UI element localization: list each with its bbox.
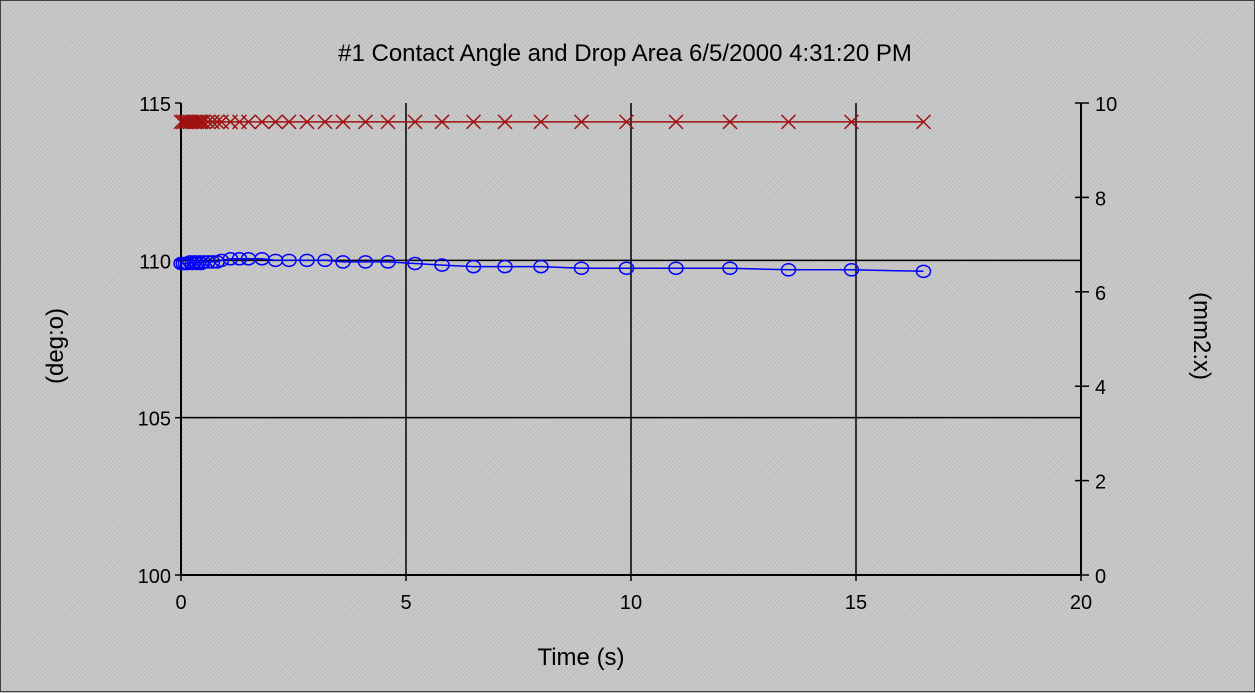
chart-title: #1 Contact Angle and Drop Area 6/5/2000 …	[338, 40, 912, 67]
data-point	[193, 256, 209, 271]
data-point	[267, 114, 284, 130]
data-point	[317, 253, 333, 268]
data-point	[465, 259, 482, 274]
series-2	[173, 114, 932, 130]
data-point	[407, 114, 423, 130]
x-tick-label: 0	[175, 592, 186, 614]
x-tick-label: 15	[845, 592, 867, 614]
data-point	[915, 264, 932, 279]
data-point	[189, 114, 205, 130]
data-point	[335, 255, 351, 269]
data-point	[189, 256, 205, 271]
y-tick-label: 100	[138, 566, 171, 588]
series-layer	[173, 114, 932, 279]
data-point	[213, 253, 230, 268]
data-point	[231, 252, 248, 266]
axes	[175, 102, 1089, 581]
data-point	[335, 114, 351, 130]
data-point	[843, 263, 860, 277]
data-point	[722, 114, 738, 130]
data-point	[668, 261, 684, 275]
data-point	[240, 114, 257, 130]
data-point	[533, 259, 549, 274]
data-point	[497, 114, 513, 130]
y2-tick-label: 8	[1095, 188, 1106, 210]
data-point	[618, 261, 635, 275]
y2-axis-label: (mm2:x)	[1188, 292, 1215, 380]
data-point	[618, 114, 635, 130]
x-axis-label: Time (s)	[537, 644, 624, 671]
y2-tick-label: 4	[1095, 377, 1106, 399]
data-point	[281, 253, 297, 268]
y-tick-label: 105	[138, 409, 171, 431]
data-point	[209, 114, 225, 130]
y-axis-label: (deg:o)	[42, 308, 69, 384]
data-point	[254, 114, 270, 130]
data-point	[204, 255, 221, 269]
y2-tick-label: 10	[1095, 94, 1117, 116]
data-point	[407, 256, 423, 271]
data-point	[281, 114, 297, 130]
x-tick-label: 10	[620, 592, 642, 614]
data-point	[380, 114, 396, 130]
data-point	[465, 114, 482, 130]
y-tick-label: 115	[139, 94, 171, 116]
y-tick-label: 110	[139, 251, 171, 273]
data-point	[722, 261, 738, 275]
data-point	[357, 114, 374, 130]
data-point	[317, 114, 333, 130]
data-point	[434, 258, 450, 272]
data-point	[780, 263, 797, 277]
data-point	[184, 256, 200, 271]
data-point	[357, 255, 374, 269]
data-point	[573, 261, 590, 275]
data-point	[497, 259, 513, 274]
data-point	[573, 114, 590, 130]
y2-tick-label: 2	[1095, 472, 1106, 494]
y2-tick-label: 0	[1095, 566, 1106, 588]
x-tick-label: 20	[1070, 592, 1092, 614]
data-point	[380, 255, 396, 269]
data-point	[533, 114, 549, 130]
data-point	[780, 114, 797, 130]
data-point	[668, 114, 684, 130]
data-point	[193, 114, 209, 130]
series-1	[173, 252, 932, 279]
data-point	[843, 114, 860, 130]
y2-tick-label: 6	[1095, 283, 1106, 305]
grid-lines	[181, 103, 1081, 575]
data-point	[299, 253, 315, 268]
tick-labels: 0 5 10 15 20 100 105 110 115 0 2 4 6 8 10	[138, 94, 1118, 614]
data-point	[222, 252, 239, 266]
data-point	[299, 114, 315, 130]
data-point	[434, 114, 450, 130]
x-tick-label: 5	[400, 592, 411, 614]
data-point	[915, 114, 932, 130]
